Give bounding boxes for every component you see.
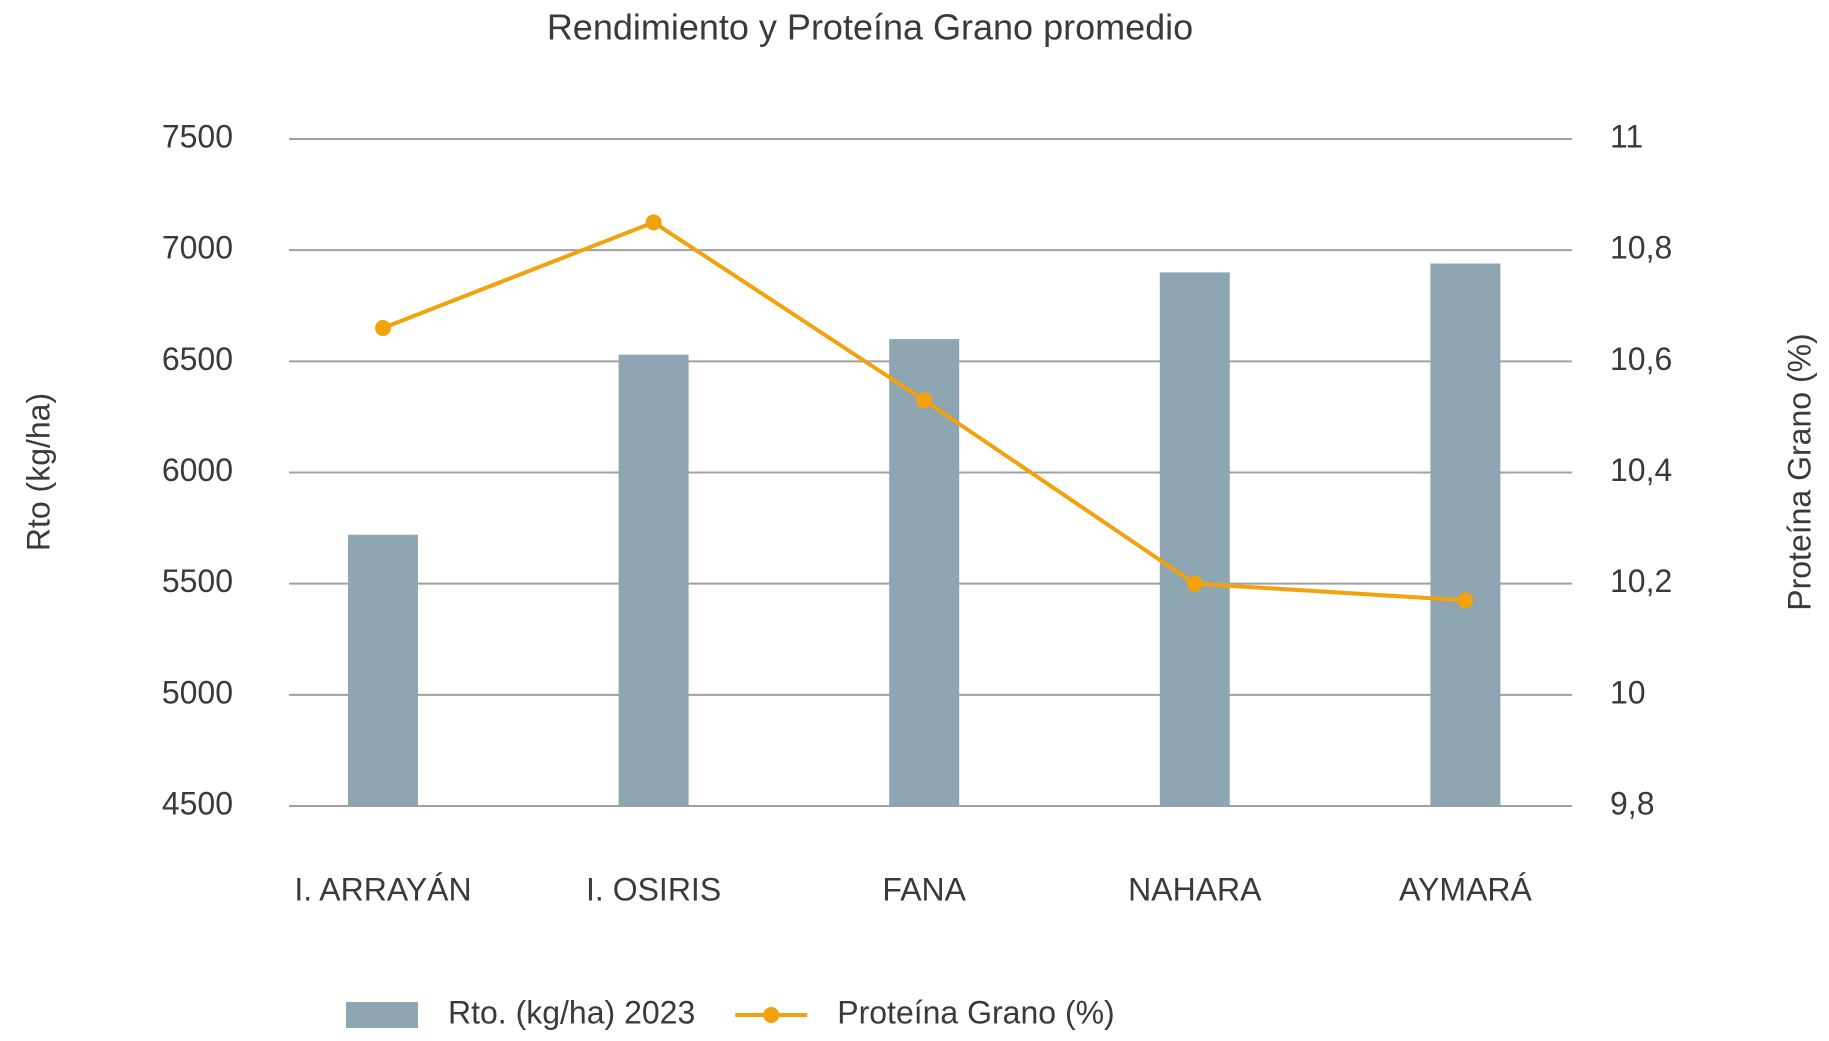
y2-tick-label: 10,8: [1610, 230, 1672, 266]
bar: [1159, 272, 1230, 806]
y-tick-label: 5000: [162, 674, 233, 710]
y2-tick-label: 10: [1610, 674, 1646, 710]
y2-tick-label: 11: [1610, 118, 1643, 154]
y-tick-label: 6500: [162, 341, 233, 377]
x-tick-label: NAHARA: [1128, 871, 1262, 907]
legend-swatch: [346, 1002, 418, 1028]
y-tick-label: 7500: [162, 118, 233, 154]
x-tick-label: I. ARRAYÁN: [294, 871, 471, 907]
y-axis-label: Rto (kg/ha): [20, 393, 56, 551]
legend-label: Rto. (kg/ha) 2023: [448, 994, 695, 1030]
y-tick-label: 7000: [162, 230, 233, 266]
chart-title: Rendimiento y Proteína Grano promedio: [547, 7, 1193, 48]
bar: [1430, 263, 1501, 806]
bar: [889, 339, 960, 806]
y2-tick-label: 9,8: [1610, 785, 1654, 821]
y-tick-label: 4500: [162, 785, 233, 821]
bar: [348, 534, 418, 806]
y-tick-label: 6000: [162, 452, 233, 488]
legend-label: Proteína Grano (%): [837, 994, 1114, 1030]
x-tick-label: AYMARÁ: [1399, 871, 1532, 907]
y-tick-label: 5500: [162, 563, 233, 599]
line-point: [375, 319, 391, 336]
y2-tick-label: 10,4: [1610, 452, 1672, 488]
x-tick-label: I. OSIRIS: [586, 871, 721, 907]
y2-axis-label: Proteína Grano (%): [1781, 333, 1817, 610]
line-point: [1457, 592, 1474, 609]
x-tick-label: FANA: [882, 871, 966, 907]
y2-tick-label: 10,2: [1610, 563, 1672, 599]
line-point: [645, 214, 662, 231]
y2-tick-label: 10,6: [1610, 341, 1672, 377]
line-point: [1186, 575, 1203, 592]
line-point: [916, 392, 933, 409]
bar: [618, 354, 689, 806]
legend-swatch: [763, 1007, 780, 1023]
